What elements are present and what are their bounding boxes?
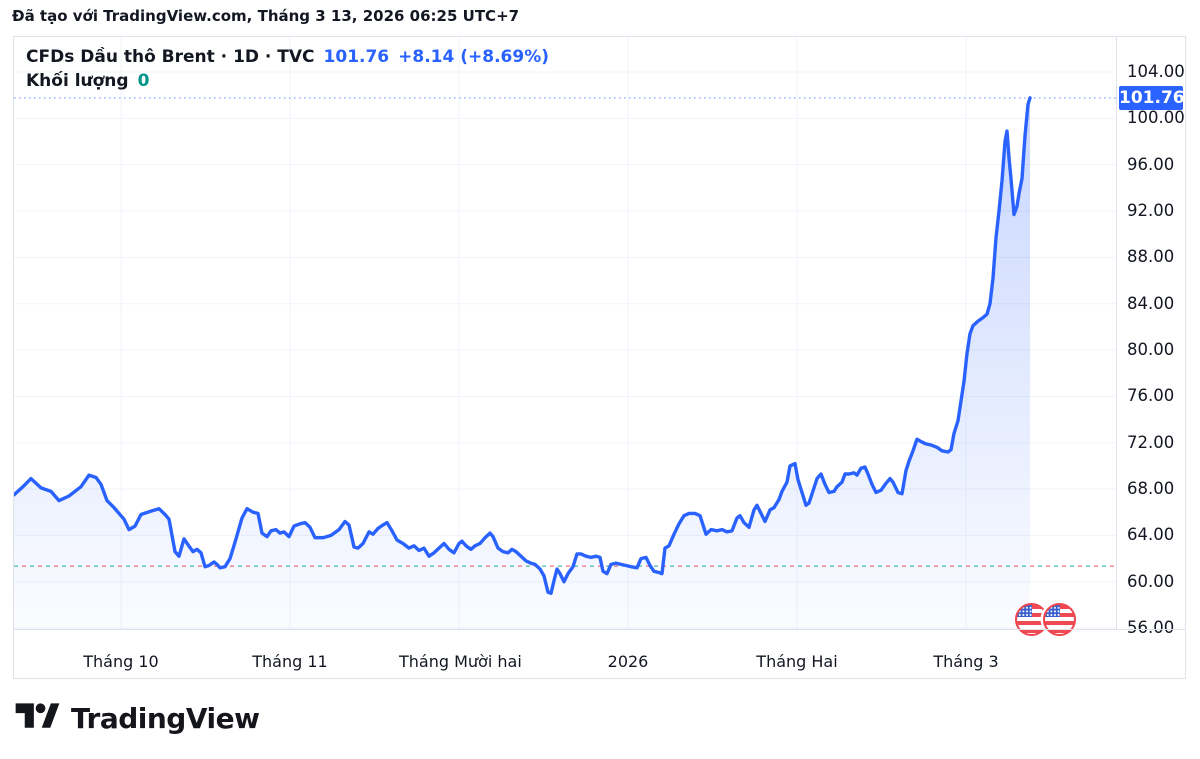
price-tick-label: 64.00 xyxy=(1127,525,1175,545)
time-tick-label: Tháng 3 xyxy=(933,652,999,671)
price-tick-label: 88.00 xyxy=(1127,247,1175,267)
price-chart-svg xyxy=(14,37,1116,629)
us-flag-icon xyxy=(1015,603,1048,636)
symbol-title: CFDs Dầu thô Brent · 1D · TVC xyxy=(26,47,315,67)
tradingview-branding[interactable]: TradingView xyxy=(15,701,260,735)
volume-label: Khối lượng xyxy=(26,71,129,91)
price-scale[interactable]: 101.76 104.00 100.00 96.00 92.00 88.00 84.00 8… xyxy=(1116,37,1186,637)
tradingview-logo-mark xyxy=(15,703,60,728)
area-fill xyxy=(14,97,1030,629)
chart-widget: CFDs Dầu thô Brent · 1D · TVC 101.76 +8.14… xyxy=(13,36,1186,679)
brand-name: TradingView xyxy=(71,701,260,735)
legend-change: +8.14 (+8.69%) xyxy=(398,47,550,67)
time-tick-label: 2026 xyxy=(607,652,649,671)
last-price-badge: 101.76 xyxy=(1119,85,1185,110)
price-tick-label: 80.00 xyxy=(1127,340,1175,360)
time-tick-label: Tháng Hai xyxy=(756,652,838,671)
price-tick-label: 96.00 xyxy=(1127,154,1175,174)
time-tick-label: Tháng Mười hai xyxy=(399,652,522,671)
time-tick-label: Tháng 11 xyxy=(252,652,328,671)
attribution-text: Đã tạo với TradingView.com, Tháng 3 13, … xyxy=(12,7,520,25)
chart-legend: CFDs Dầu thô Brent · 1D · TVC 101.76 +8.14… xyxy=(26,45,549,93)
legend-last-price: 101.76 xyxy=(323,47,390,67)
chart-plot-area[interactable]: CFDs Dầu thô Brent · 1D · TVC 101.76 +8.14… xyxy=(14,37,1116,636)
time-tick-label: Tháng 10 xyxy=(83,652,159,671)
price-tick-label: 72.00 xyxy=(1127,432,1175,452)
price-tick-label: 68.00 xyxy=(1127,479,1175,499)
price-tick-label: 56.00 xyxy=(1127,618,1175,638)
market-status-flags[interactable] xyxy=(1015,603,1079,637)
price-tick-label: 100.00 xyxy=(1127,108,1185,128)
price-tick-label: 84.00 xyxy=(1127,293,1175,313)
volume-value: 0 xyxy=(137,71,150,91)
time-scale[interactable]: Tháng 10 Tháng 11 Tháng Mười hai 2026 Tháng … xyxy=(14,629,1185,679)
price-tick-label: 104.00 xyxy=(1127,61,1185,81)
price-tick-label: 76.00 xyxy=(1127,386,1175,406)
us-flag-icon xyxy=(1043,603,1076,636)
price-line xyxy=(14,96,1032,595)
price-tick-label: 92.00 xyxy=(1127,201,1175,220)
price-tick-label: 60.00 xyxy=(1127,571,1175,591)
